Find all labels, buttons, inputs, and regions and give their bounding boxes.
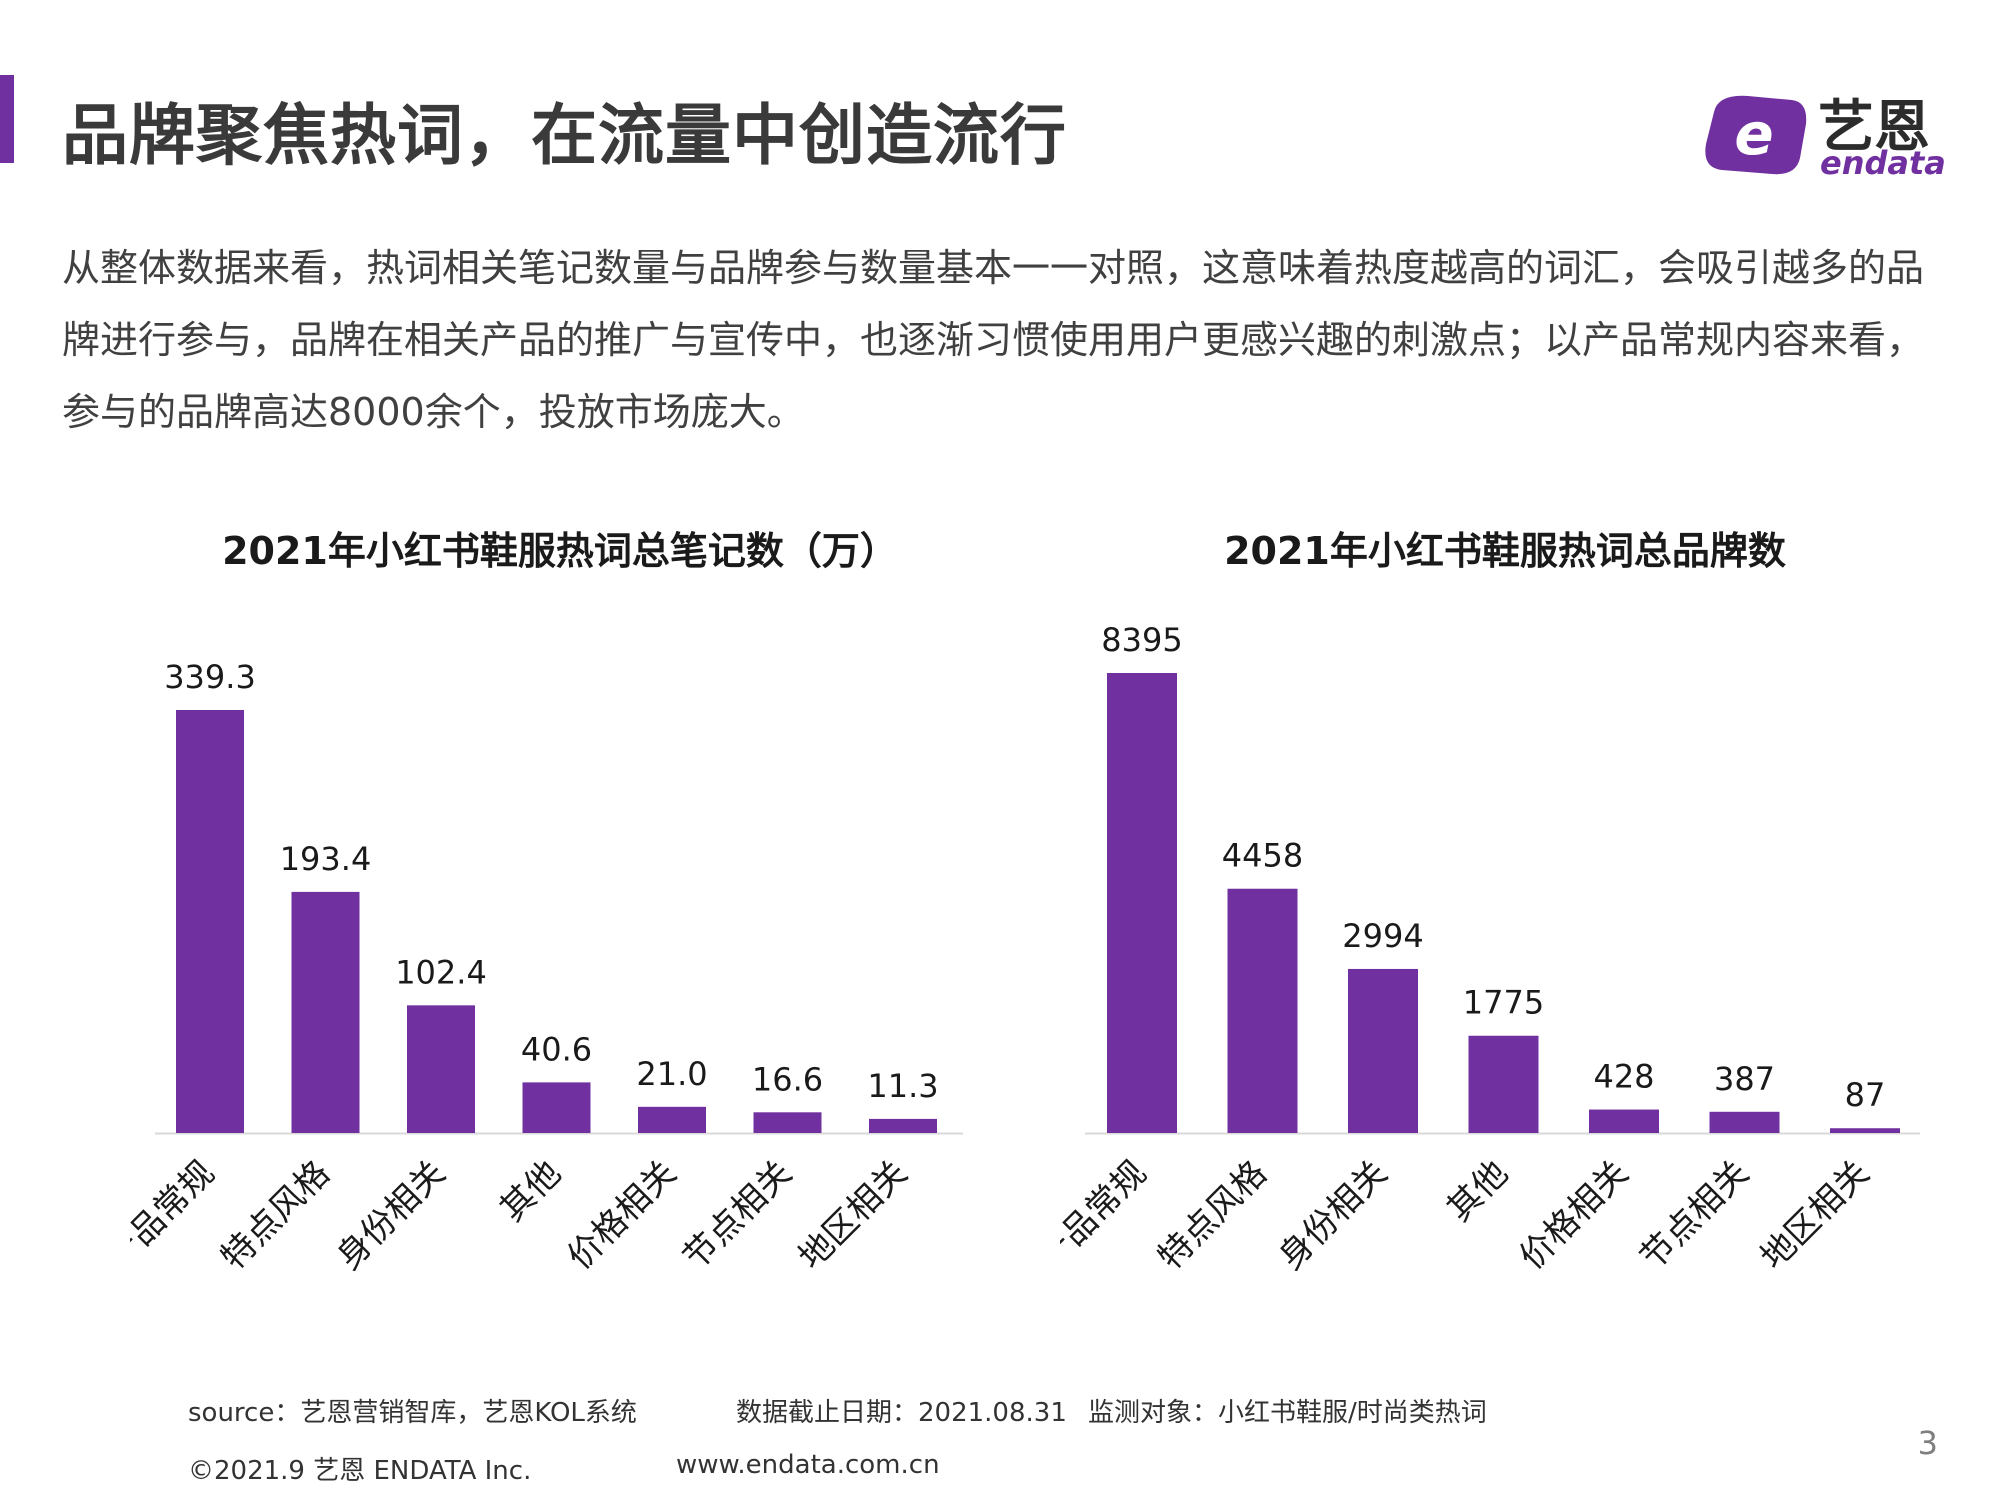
notes-value-label-1: 339.3 bbox=[164, 658, 256, 696]
brands-bar-2 bbox=[1227, 888, 1298, 1133]
brands-chart-plot: 8395 产品常规 4458 特点风格 2994 身份相关 1775 其他 428 价格相关 387… bbox=[1060, 621, 1920, 1278]
notes-category-label-7: 地区相关 bbox=[791, 1153, 915, 1277]
title-accent-bar bbox=[0, 75, 14, 163]
footer-cutoff-date: 数据截止日期：2021.08.31 bbox=[736, 1398, 1067, 1428]
brands-value-label-6: 387 bbox=[1714, 1060, 1775, 1098]
notes-chart-title: 2021年小红书鞋服热词总笔记数（万） bbox=[222, 529, 898, 573]
notes-bar-4 bbox=[522, 1082, 591, 1133]
notes-bar-5 bbox=[638, 1106, 706, 1133]
notes-category-label-2: 特点风格 bbox=[213, 1153, 337, 1277]
notes-bar-7 bbox=[869, 1118, 937, 1133]
brands-bar-7 bbox=[1830, 1128, 1900, 1133]
logo-english-text: endata bbox=[1820, 144, 1946, 182]
notes-category-label-5: 价格相关 bbox=[560, 1153, 684, 1277]
logo-mark-icon: e bbox=[1705, 95, 1807, 175]
brands-chart: 2021年小红书鞋服热词总品牌数 8395 产品常规 4458 特点风格 2994 身份相… bbox=[1060, 520, 1950, 1320]
brands-category-label-2: 特点风格 bbox=[1150, 1153, 1274, 1277]
endata-logo: e 艺恩 endata bbox=[1700, 82, 1950, 182]
notes-chart: 2021年小红书鞋服热词总笔记数（万） 339.3 产品常规 193.4 特点风格 10… bbox=[130, 520, 990, 1320]
footer-copyright: ©2021.9 艺恩 ENDATA Inc. bbox=[188, 1456, 532, 1486]
brands-category-label-7: 地区相关 bbox=[1753, 1153, 1877, 1277]
notes-bar-6 bbox=[753, 1112, 822, 1133]
brands-value-label-1: 8395 bbox=[1101, 621, 1182, 659]
notes-bar-1 bbox=[176, 710, 244, 1133]
notes-chart-plot: 339.3 产品常规 193.4 特点风格 102.4 身份相关 40.6 其他 21.0 价格相… bbox=[130, 658, 963, 1278]
page-number: 3 bbox=[1917, 1424, 1938, 1462]
notes-bar-3 bbox=[407, 1005, 475, 1133]
notes-category-label-4: 其他 bbox=[492, 1153, 568, 1229]
brands-bar-1 bbox=[1107, 673, 1177, 1133]
notes-value-label-5: 21.0 bbox=[636, 1055, 707, 1093]
notes-value-label-2: 193.4 bbox=[280, 840, 372, 878]
brands-category-label-6: 节点相关 bbox=[1632, 1153, 1756, 1277]
brands-category-label-5: 价格相关 bbox=[1512, 1153, 1636, 1277]
brands-value-label-4: 1775 bbox=[1463, 984, 1544, 1022]
footer-monitor-target: 监测对象：小红书鞋服/时尚类热词 bbox=[1088, 1398, 1487, 1428]
notes-value-label-4: 40.6 bbox=[521, 1030, 592, 1068]
brands-value-label-5: 428 bbox=[1593, 1058, 1654, 1096]
footer-website-link[interactable]: www.endata.com.cn bbox=[676, 1450, 940, 1480]
page-title: 品牌聚焦热词，在流量中创造流行 bbox=[62, 97, 1067, 174]
brands-category-label-4: 其他 bbox=[1439, 1153, 1515, 1229]
brands-bar-4 bbox=[1468, 1035, 1539, 1133]
brands-chart-title: 2021年小红书鞋服热词总品牌数 bbox=[1224, 529, 1786, 573]
brands-value-label-7: 87 bbox=[1845, 1076, 1886, 1114]
notes-category-label-1: 产品常规 bbox=[130, 1153, 222, 1277]
brands-category-label-3: 身份相关 bbox=[1271, 1153, 1395, 1277]
notes-value-label-7: 11.3 bbox=[867, 1067, 938, 1105]
brands-value-label-2: 4458 bbox=[1222, 837, 1303, 875]
notes-category-label-6: 节点相关 bbox=[675, 1153, 799, 1277]
intro-paragraph: 从整体数据来看，热词相关笔记数量与品牌参与数量基本一一对照，这意味着热度越高的词… bbox=[62, 246, 1925, 434]
brands-bar-6 bbox=[1709, 1111, 1780, 1133]
brands-bar-3 bbox=[1348, 968, 1418, 1133]
notes-value-label-3: 102.4 bbox=[395, 953, 487, 991]
notes-category-label-3: 身份相关 bbox=[329, 1153, 453, 1277]
notes-bar-2 bbox=[291, 891, 360, 1133]
notes-value-label-6: 16.6 bbox=[752, 1060, 823, 1098]
footer-source: source：艺恩营销智库，艺恩KOL系统 bbox=[188, 1398, 637, 1428]
logo-letter: e bbox=[1734, 100, 1773, 168]
logo-chinese-text: 艺恩 bbox=[1818, 95, 1930, 160]
brands-bar-5 bbox=[1589, 1109, 1659, 1133]
brands-category-label-1: 产品常规 bbox=[1060, 1153, 1154, 1277]
brands-value-label-3: 2994 bbox=[1342, 917, 1423, 955]
